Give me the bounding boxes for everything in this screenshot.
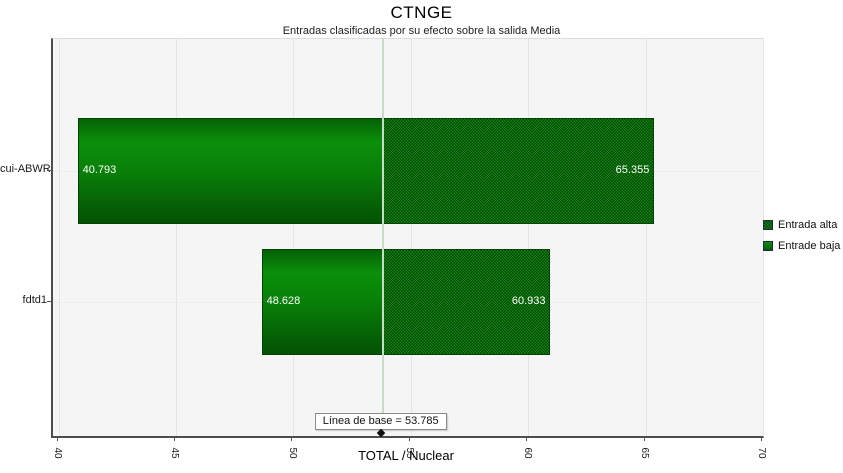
x-axis-tick bbox=[760, 437, 762, 441]
baseline-line bbox=[381, 39, 384, 436]
legend-swatch-icon bbox=[763, 220, 773, 230]
x-axis-tick bbox=[56, 437, 58, 441]
bar-segment-high-cui-ABWR bbox=[382, 118, 655, 224]
x-axis-tick bbox=[643, 437, 645, 441]
bar-value-high: 65.355 bbox=[615, 164, 650, 176]
legend-item-entrade-baja: Entrade baja bbox=[763, 240, 840, 252]
gridline-vertical bbox=[762, 39, 764, 436]
gridline-vertical bbox=[293, 39, 295, 436]
gridline-vertical bbox=[175, 39, 177, 436]
bar-segment-low-cui-ABWR bbox=[77, 118, 383, 224]
x-axis-tick bbox=[408, 437, 410, 441]
x-axis-title: TOTAL / Nuclear bbox=[358, 448, 454, 463]
gridline-vertical bbox=[58, 39, 60, 436]
baseline-label: Línea de base = 53.785 bbox=[314, 413, 447, 430]
y-axis-tick bbox=[47, 301, 51, 302]
gridline-vertical bbox=[410, 39, 412, 436]
category-label-cui-ABWR: cui-ABWR bbox=[0, 163, 51, 175]
gridline-vertical bbox=[528, 39, 530, 436]
gridline-vertical bbox=[645, 39, 647, 436]
x-axis-tick bbox=[291, 437, 293, 441]
chart-subtitle: Entradas clasificadas por su efecto sobr… bbox=[282, 25, 561, 37]
legend-item-entrada-alta: Entrada alta bbox=[763, 219, 840, 231]
bar-segment-low-fdtd1 bbox=[261, 249, 383, 355]
bar-value-low: 40.793 bbox=[82, 164, 117, 176]
chart-title: CTNGE bbox=[390, 3, 453, 22]
bar-segment-high-fdtd1 bbox=[382, 249, 551, 355]
x-axis-tick bbox=[173, 437, 175, 441]
legend-label: Entrada alta bbox=[778, 219, 838, 231]
legend: Entrada alta Entrade baja bbox=[763, 219, 840, 261]
category-label-fdtd1: fdtd1 bbox=[22, 294, 47, 306]
y-axis-tick bbox=[47, 170, 51, 171]
bar-value-high: 60.933 bbox=[511, 295, 546, 307]
legend-label: Entrade baja bbox=[778, 240, 841, 252]
x-axis-tick bbox=[526, 437, 528, 441]
legend-swatch-icon bbox=[763, 241, 773, 251]
bar-value-low: 48.628 bbox=[266, 295, 301, 307]
plot-area: 40.793 65.355 48.628 60.933 bbox=[51, 38, 764, 438]
